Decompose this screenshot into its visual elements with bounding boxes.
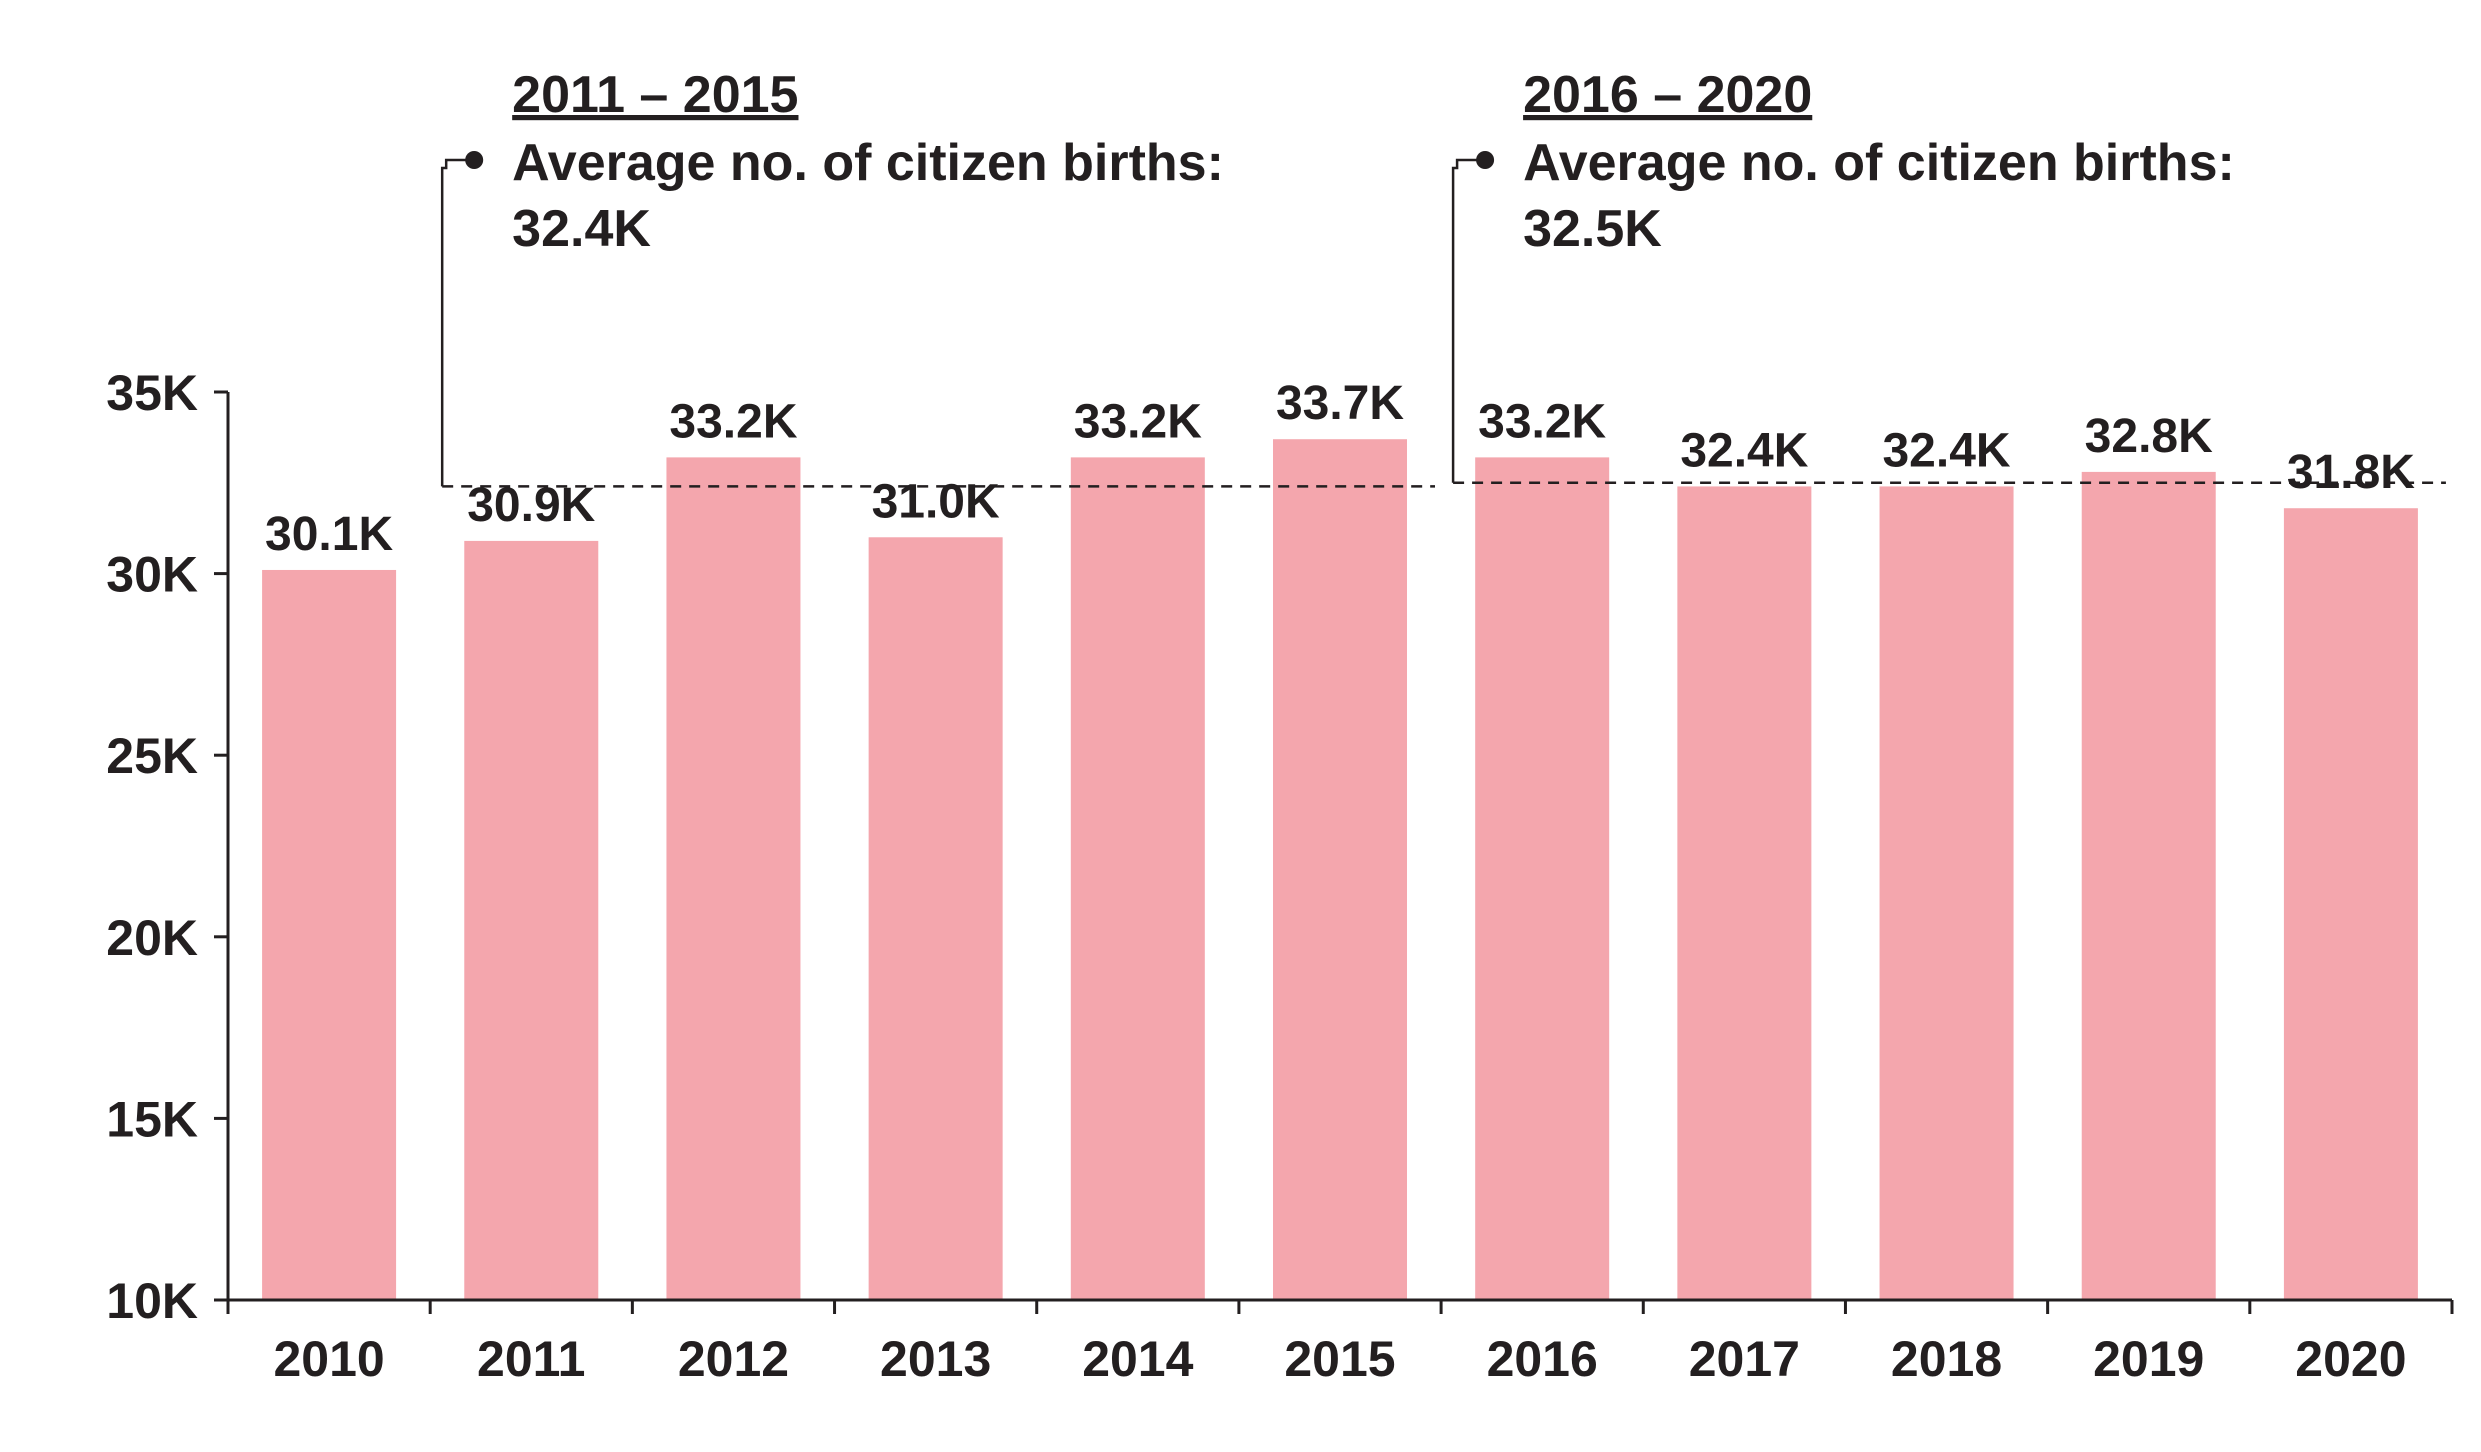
annotation-2-description: Average no. of citizen births: — [1523, 134, 2235, 192]
annotation-1-description: Average no. of citizen births: — [512, 134, 1224, 192]
y-tick-label-10K: 10K — [106, 1273, 198, 1329]
data-label-2011: 30.9K — [467, 479, 595, 532]
x-tick-label-2017: 2017 — [1689, 1331, 1800, 1387]
bars-layer — [262, 439, 2418, 1301]
x-tick-label-2016: 2016 — [1487, 1331, 1598, 1387]
annotation-2-leader-dot — [1476, 151, 1495, 169]
data-label-2013: 31.0K — [872, 475, 1000, 528]
annotation-2-leader-line — [1451, 158, 1486, 483]
y-tick-label-30K: 30K — [106, 547, 198, 603]
x-tick-label-2015: 2015 — [1284, 1331, 1395, 1387]
annotation-1-value: 32.4K — [512, 200, 651, 258]
data-labels-layer: 30.1K 30.9K 33.2K 31.0K 33.2K 33.7K 33.2K 32.4K… — [265, 377, 2415, 561]
bar-2012 — [666, 457, 801, 1301]
x-tick-label-2020: 2020 — [2295, 1331, 2406, 1387]
data-label-2020: 31.8K — [2287, 446, 2415, 499]
data-label-2012: 33.2K — [669, 395, 797, 448]
x-tick-label-2011: 2011 — [477, 1331, 585, 1387]
bar-2017 — [1677, 486, 1812, 1300]
bar-2020 — [2283, 508, 2418, 1300]
x-tick-label-2010: 2010 — [273, 1331, 384, 1387]
bar-2015 — [1273, 439, 1407, 1300]
average-lines-layer — [442, 481, 2446, 488]
data-label-2018: 32.4K — [1882, 424, 2010, 477]
annotation-1-period: 2011 – 2015 — [512, 66, 798, 124]
axes-layer: 10K 15K 20K 25K 30K 35K 2010 2011 2012 2013 2014 20… — [106, 365, 2454, 1387]
x-tick-label-2013: 2013 — [880, 1331, 991, 1387]
data-label-2015: 33.7K — [1276, 377, 1404, 430]
x-tick-label-2018: 2018 — [1891, 1331, 2002, 1387]
bar-2018 — [1879, 486, 2014, 1300]
annotation-1-leader-line — [440, 158, 475, 487]
y-tick-label-15K: 15K — [106, 1091, 198, 1147]
data-label-2019: 32.8K — [2085, 410, 2213, 463]
x-tick-label-2014: 2014 — [1082, 1331, 1193, 1387]
data-label-2014: 33.2K — [1074, 395, 1202, 448]
data-label-2017: 32.4K — [1680, 424, 1808, 477]
annotation-1-leader-dot — [465, 151, 484, 169]
annotation-2-value: 32.5K — [1523, 200, 1662, 258]
data-label-2016: 33.2K — [1478, 395, 1606, 448]
bar-2011 — [464, 540, 599, 1300]
bar-2016 — [1475, 457, 1610, 1301]
annotation-2-period: 2016 – 2020 — [1523, 66, 1812, 124]
bar-2010 — [262, 569, 397, 1300]
bar-2019 — [2081, 471, 2216, 1300]
bar-2013 — [868, 537, 1003, 1300]
data-label-2010: 30.1K — [265, 508, 393, 561]
y-tick-label-20K: 20K — [106, 910, 198, 966]
bar-2014 — [1070, 457, 1205, 1301]
y-tick-label-35K: 35K — [106, 365, 198, 421]
x-tick-label-2012: 2012 — [678, 1331, 789, 1387]
x-tick-label-2019: 2019 — [2093, 1331, 2204, 1387]
annotations-layer: 2011 – 2015 Average no. of citizen births… — [440, 66, 2235, 487]
y-tick-label-25K: 25K — [106, 728, 198, 784]
